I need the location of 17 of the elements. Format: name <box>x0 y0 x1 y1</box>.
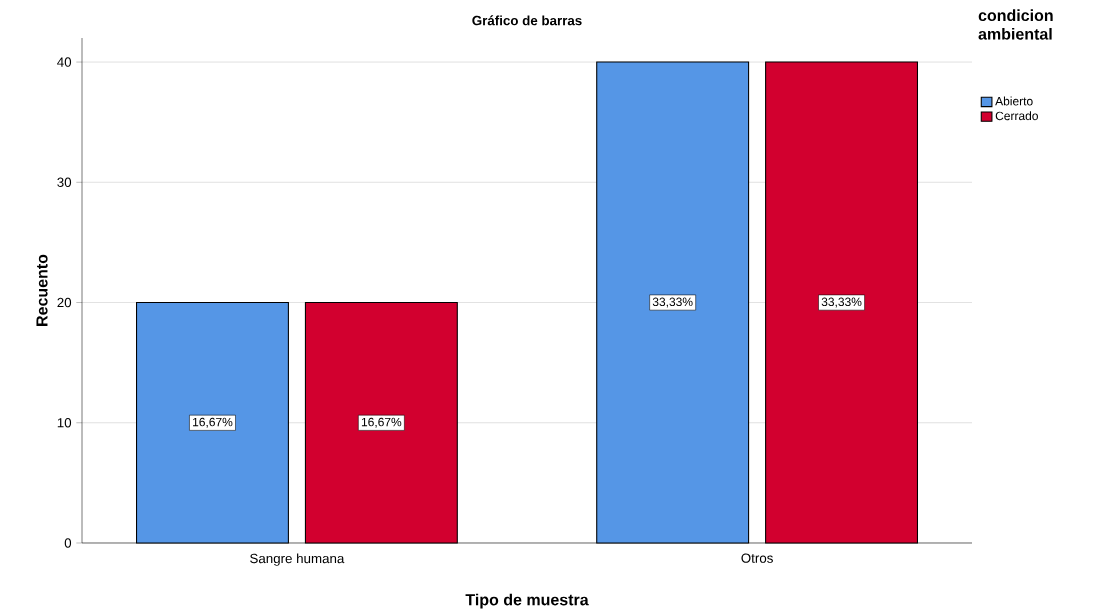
x-axis-title: Tipo de muestra <box>465 593 589 609</box>
y-axis-title: Recuento <box>36 254 48 326</box>
y-tick-label: 10 <box>57 418 72 428</box>
annotation: 16,67% <box>193 417 233 428</box>
legend-title: condicion ambiental <box>978 9 1053 40</box>
y-tick-label: 20 <box>57 297 72 308</box>
legend-label: Abierto <box>995 96 1033 106</box>
legend-label: Cerrado <box>995 111 1038 121</box>
chart-title: Gráfico de barras <box>472 15 582 26</box>
x-tick-label: Sangre humana <box>250 553 345 566</box>
y-tick-label: 40 <box>57 57 72 67</box>
annotation: 33,33% <box>652 297 693 308</box>
x-tick-label: Otros <box>741 553 773 563</box>
y-tick-label: 0 <box>64 538 72 548</box>
annotation: 33,33% <box>821 297 862 308</box>
y-tick-label: 30 <box>57 177 72 187</box>
annotation: 16,67% <box>361 417 402 428</box>
